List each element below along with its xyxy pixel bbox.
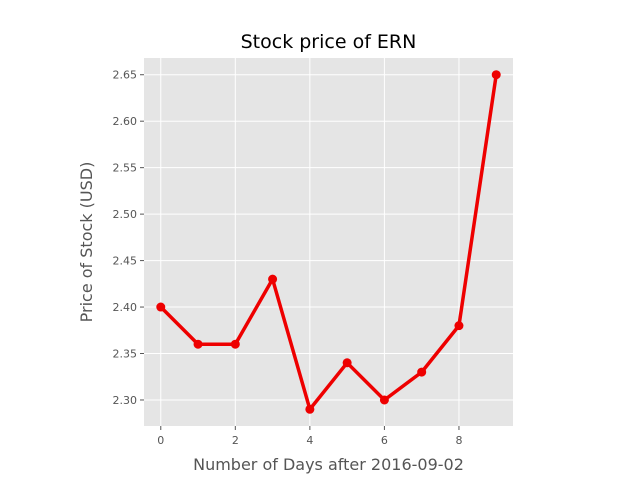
y-tick-label: 2.40 [113,301,138,314]
y-tick-label: 2.45 [113,255,138,268]
chart-title: Stock price of ERN [241,31,417,53]
data-point [417,367,427,377]
x-tick-label: 4 [306,434,313,447]
y-tick-label: 2.30 [113,394,138,407]
y-tick-label: 2.65 [113,69,138,82]
data-point [491,70,501,80]
x-tick-label: 8 [455,434,462,447]
x-axis-label: Number of Days after 2016-09-02 [193,455,464,474]
y-tick-label: 2.35 [113,348,138,361]
data-point [268,274,278,284]
data-point [454,321,464,331]
data-point [305,404,315,414]
data-point [379,395,389,405]
grid-lines [144,58,513,426]
y-tick-label: 2.60 [113,115,138,128]
axis-ticks: 0 2 4 6 8 2.30 2.35 2.40 2.45 2.50 2.55 2.60 2.65 [113,69,463,447]
x-tick-label: 6 [381,434,388,447]
y-tick-label: 2.55 [113,162,138,175]
y-tick-label: 2.50 [113,208,138,221]
data-point [193,339,203,349]
series-line [159,72,498,412]
x-tick-label: 2 [232,434,239,447]
plot-area [144,58,513,426]
data-series [156,70,501,414]
data-point [156,302,166,312]
data-point [342,358,352,368]
data-point [230,339,240,349]
x-tick-label: 0 [157,434,164,447]
y-axis-label: Price of Stock (USD) [77,162,96,323]
